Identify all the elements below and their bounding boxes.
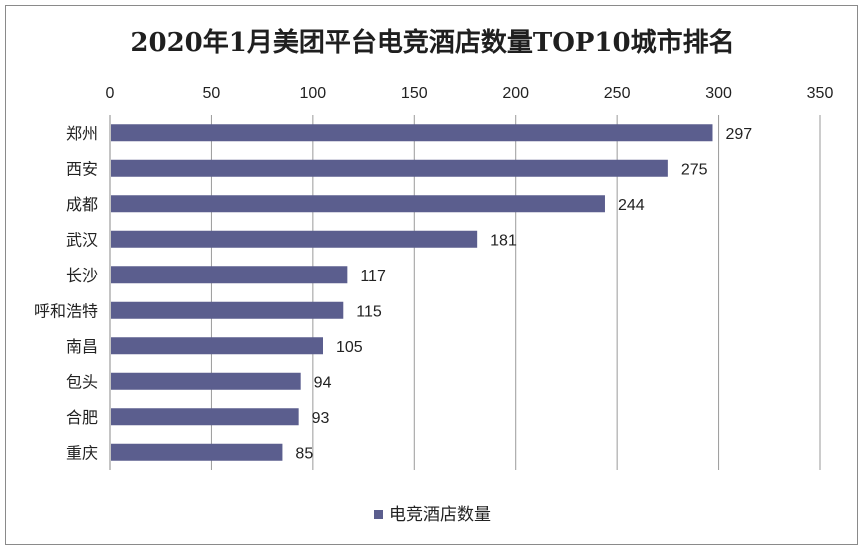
category-label: 包头: [66, 372, 98, 391]
category-label: 呼和浩特: [34, 301, 98, 320]
data-label: 93: [312, 410, 330, 427]
bar: [111, 266, 348, 284]
bar: [111, 337, 323, 355]
data-label: 297: [725, 126, 752, 143]
bar: [111, 195, 605, 213]
bar: [111, 124, 713, 142]
category-label: 武汉: [66, 230, 98, 249]
data-label: 105: [336, 339, 363, 356]
x-tick-label: 150: [401, 85, 428, 102]
category-label: 西安: [66, 159, 98, 178]
chart-title: 2020年1月美团平台电竞酒店数量TOP10城市排名: [130, 28, 735, 58]
legend: 电竞酒店数量: [0, 500, 865, 525]
bar: [111, 372, 301, 390]
x-axis-ticks: 0 50 100 150 200 250 300 350: [106, 85, 834, 102]
data-label: 117: [360, 268, 386, 285]
data-label: 85: [295, 445, 313, 462]
data-label: 275: [681, 161, 708, 178]
category-label: 重庆: [66, 443, 98, 462]
bar: [111, 408, 299, 426]
x-tick-label: 200: [502, 85, 529, 102]
legend-swatch: [374, 509, 383, 519]
data-label: 94: [314, 374, 332, 391]
x-tick-label: 350: [807, 85, 834, 102]
data-label: 244: [618, 197, 645, 214]
data-labels: 297 275 244 181 117 115 105 94 93 85: [295, 126, 752, 463]
category-label: 郑州: [66, 124, 98, 143]
category-label: 成都: [66, 195, 98, 214]
bar: [111, 230, 478, 248]
data-label: 181: [490, 232, 517, 249]
bar: [111, 443, 283, 461]
x-tick-label: 50: [203, 85, 221, 102]
x-tick-label: 0: [106, 85, 115, 102]
category-label: 长沙: [66, 266, 98, 285]
bars: [111, 124, 713, 461]
category-label: 合肥: [66, 408, 98, 427]
data-label: 115: [356, 303, 382, 320]
x-tick-label: 250: [604, 85, 631, 102]
bar: [111, 159, 668, 177]
x-tick-label: 100: [300, 85, 327, 102]
x-tick-label: 300: [705, 85, 732, 102]
bar: [111, 301, 344, 319]
legend-label: 电竞酒店数量: [389, 505, 491, 525]
category-label: 南昌: [66, 337, 98, 356]
